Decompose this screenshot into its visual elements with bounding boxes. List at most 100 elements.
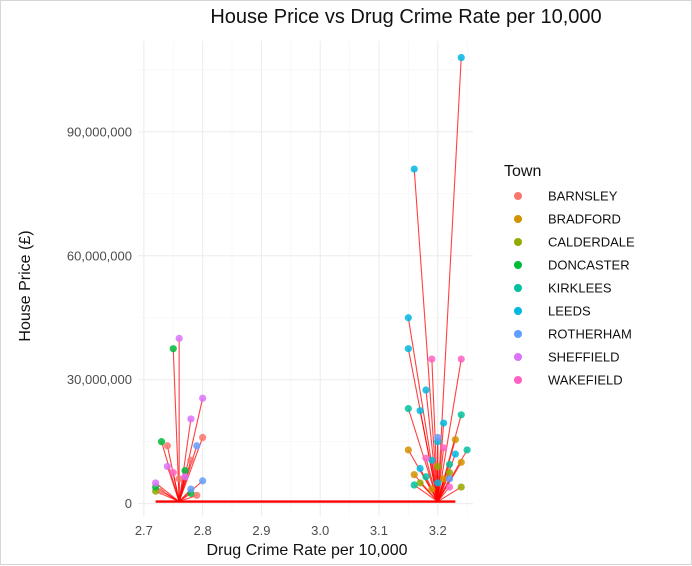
legend: Town BARNSLEY BRADFORD CALDERDALE DONCASTER… (504, 163, 635, 388)
data-point (157, 438, 166, 446)
connector-line (437, 447, 445, 502)
legend-swatch (514, 192, 522, 200)
data-point (410, 471, 418, 479)
data-point (457, 53, 465, 62)
connector-line (437, 414, 462, 502)
data-point (199, 477, 207, 485)
legend-swatch (514, 238, 522, 246)
x-tick-label: 2.7 (135, 523, 153, 538)
data-point (457, 483, 465, 491)
data-point (152, 479, 160, 487)
legend-swatch (514, 353, 522, 361)
data-point (175, 334, 183, 342)
data-point (404, 314, 412, 322)
x-tick-label: 2.9 (252, 523, 270, 538)
y-axis-ticks: 0 30,000,000 60,000,000 90,000,000 (67, 124, 132, 511)
data-point (169, 469, 177, 477)
connector-line (178, 476, 186, 502)
connector-line (431, 359, 439, 502)
data-point (163, 462, 171, 471)
data-point (457, 458, 465, 466)
y-tick-label: 30,000,000 (67, 372, 132, 387)
data-point (187, 456, 195, 464)
legend-label: CALDERDALE (548, 235, 635, 250)
data-point (434, 433, 442, 442)
data-point (199, 394, 207, 402)
connector-line (413, 484, 439, 502)
data-point (445, 483, 454, 491)
legend-swatch (514, 376, 522, 384)
legend-swatch (514, 284, 522, 292)
data-point (404, 345, 412, 353)
data-point (434, 479, 442, 487)
legend-swatch (514, 330, 522, 338)
data-point (416, 479, 424, 487)
data-point (445, 475, 454, 483)
y-axis-title: House Price (£) (17, 230, 34, 341)
data-point (199, 433, 207, 442)
connector-line (419, 468, 439, 502)
connector-line (155, 482, 180, 502)
data-point (428, 485, 436, 493)
connector-line (437, 486, 462, 503)
connector-line (419, 482, 439, 502)
data-point (187, 415, 195, 423)
legend-label: SHEFFIELD (548, 350, 620, 365)
connector-line (178, 445, 198, 502)
data-point (428, 355, 436, 363)
legend-label: WAKEFIELD (548, 373, 623, 388)
connector-line (413, 169, 439, 502)
legend-label: DONCASTER (548, 258, 630, 273)
data-point (451, 450, 459, 458)
data-point (457, 355, 465, 363)
data-point (422, 386, 430, 394)
data-point (193, 442, 201, 450)
data-point (193, 491, 201, 499)
data-point (422, 473, 430, 481)
grid (138, 41, 473, 516)
data-point (187, 485, 195, 493)
connector-line (178, 418, 192, 502)
data-point (445, 460, 454, 468)
x-tick-label: 3.0 (311, 523, 329, 538)
legend-label: KIRKLEES (548, 281, 612, 296)
legend-items: BARNSLEY BRADFORD CALDERDALE DONCASTER KIRKL… (514, 189, 635, 388)
plot-panel (138, 41, 473, 516)
chart-title: House Price vs Drug Crime Rate per 10,00… (210, 6, 601, 28)
legend-label: LEEDS (548, 304, 591, 319)
connector-line (172, 472, 180, 502)
connector-line (437, 478, 450, 502)
legend-swatch (514, 261, 522, 269)
data-point (440, 444, 448, 452)
connector-line (425, 458, 439, 502)
data-point (157, 487, 166, 495)
data-point (404, 405, 412, 413)
legend-swatch (514, 215, 522, 223)
y-tick-label: 60,000,000 (67, 248, 132, 263)
data-point (175, 475, 183, 483)
data-point (434, 462, 442, 471)
data-point (451, 435, 459, 444)
data-point (169, 345, 177, 353)
y-tick-label: 90,000,000 (67, 124, 132, 139)
data-point (428, 456, 436, 464)
data-point (410, 481, 418, 489)
legend-label: BARNSLEY (548, 189, 618, 204)
data-point (422, 454, 430, 462)
legend-label: BRADFORD (548, 212, 621, 227)
data-point (440, 475, 448, 483)
data-point (440, 419, 448, 427)
data-point (410, 165, 418, 173)
x-axis-ticks: 2.7 2.8 2.9 3.0 3.1 3.2 (135, 523, 447, 538)
data-point (457, 411, 465, 419)
x-axis-title: Drug Crime Rate per 10,000 (207, 542, 408, 559)
legend-label: ROTHERHAM (548, 327, 632, 342)
connector-line (437, 57, 462, 502)
data-point (181, 466, 189, 475)
scatter-points (152, 53, 471, 503)
data-point (463, 446, 471, 454)
x-tick-label: 2.8 (194, 523, 212, 538)
data-point (445, 469, 454, 477)
